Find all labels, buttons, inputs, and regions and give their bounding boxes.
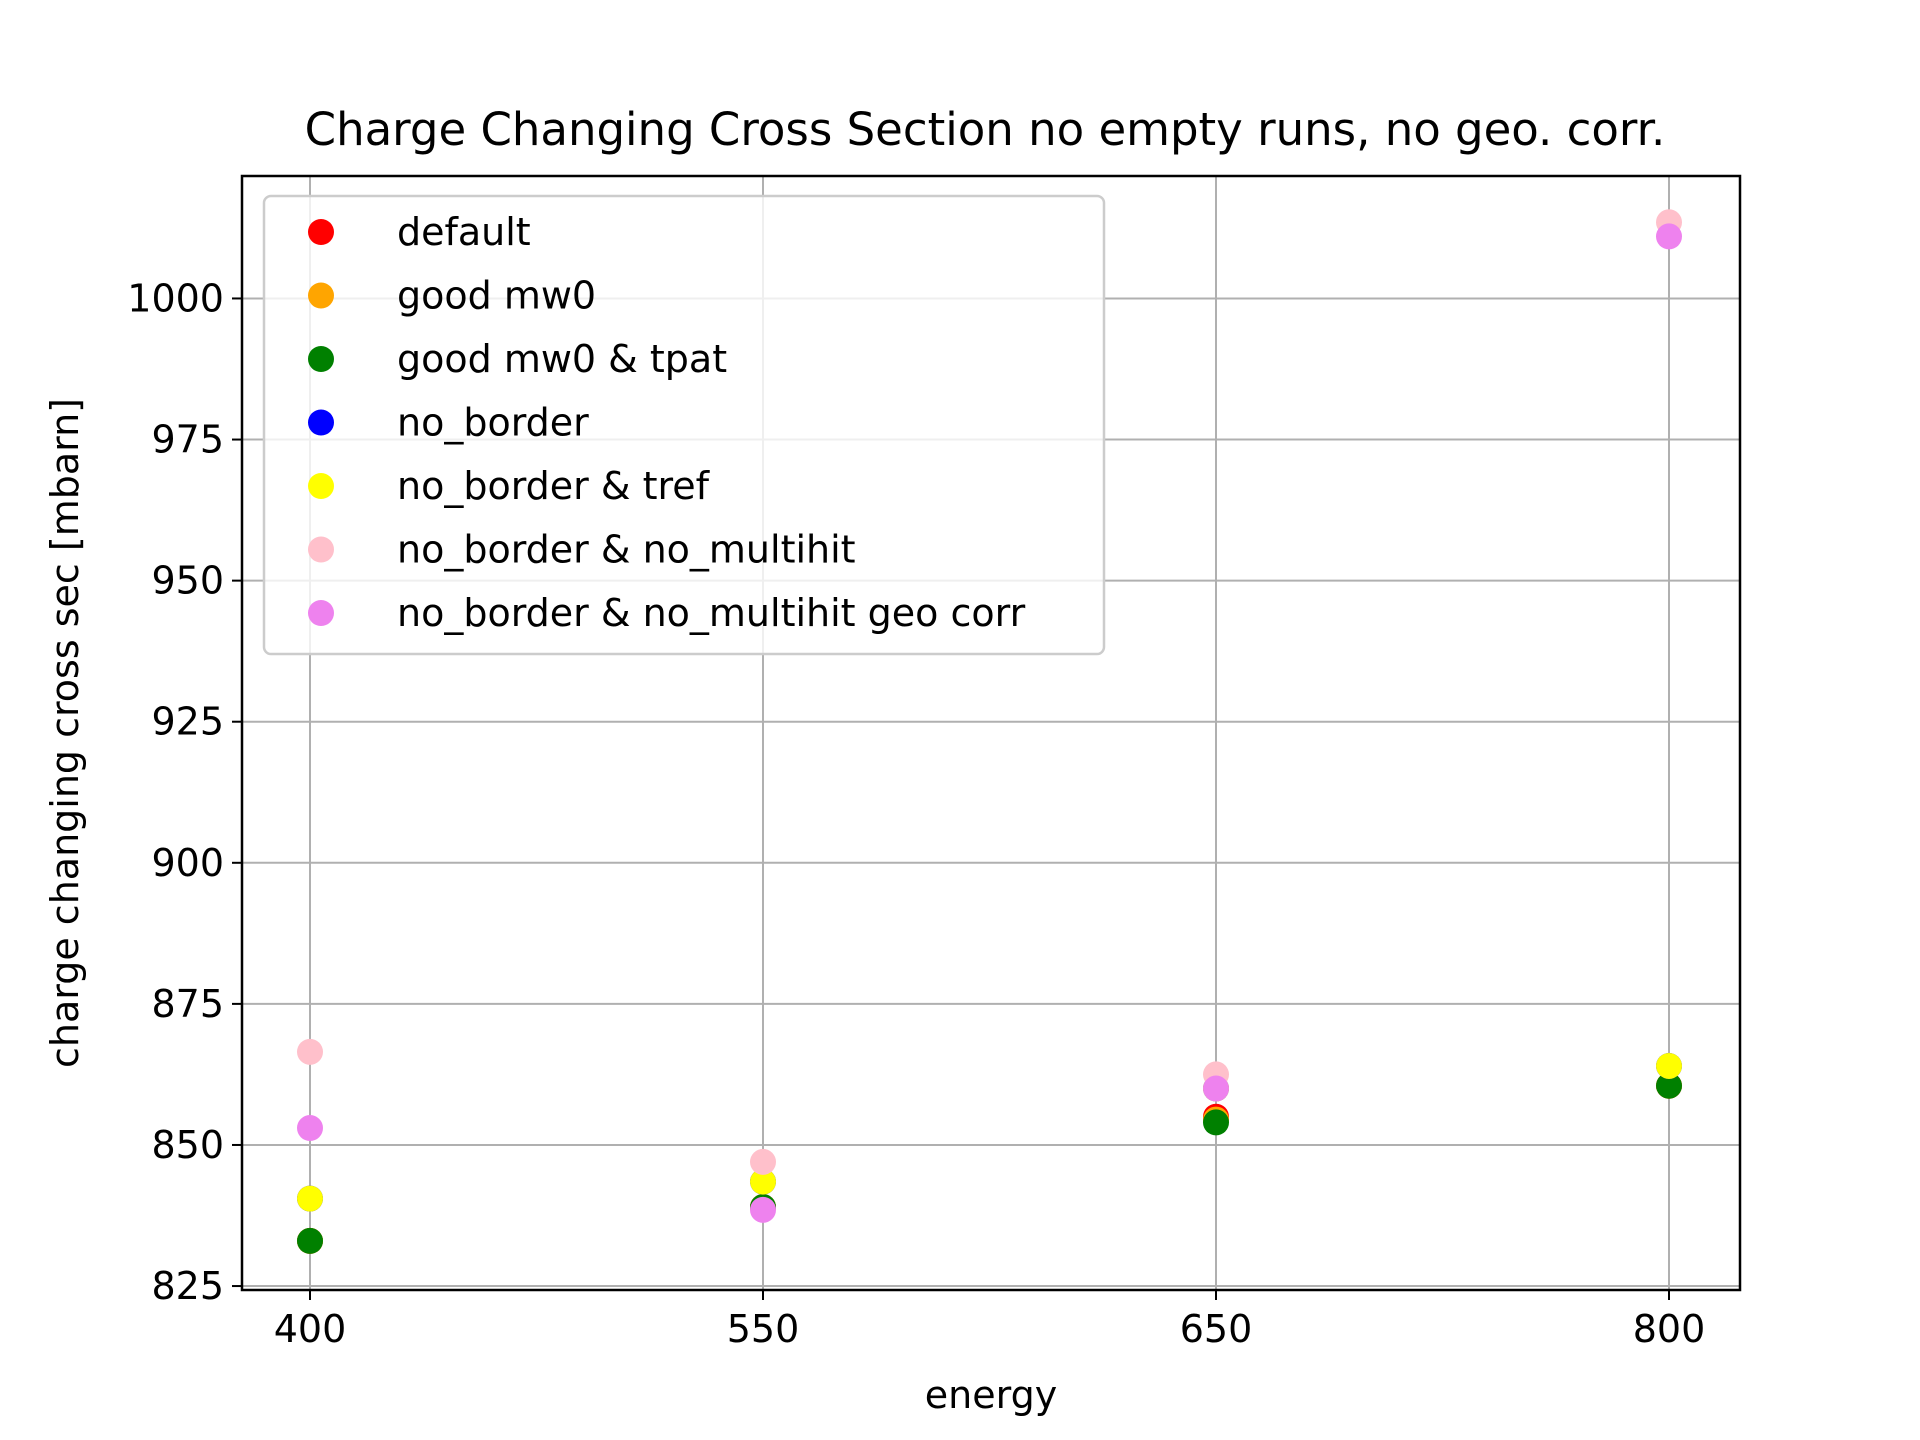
data-point [1656,223,1682,250]
legend-box [262,194,1106,656]
y-tick-label: 975 [151,418,224,462]
data-points [297,209,1682,1254]
plot-frame [240,174,1742,1292]
legend-label: no_border [397,401,589,445]
data-point [297,1115,323,1142]
legend-marker [308,600,334,626]
data-point [1656,1052,1682,1079]
y-tick-label: 875 [151,982,224,1026]
legend-label: default [397,210,531,254]
x-axis-label: energy [925,1373,1057,1417]
data-point [750,1168,776,1195]
chart-title: Charge Changing Cross Section no empty r… [305,103,1666,156]
legend-marker [308,282,334,309]
legend-marker [308,409,334,436]
x-tick-label: 800 [1633,1307,1706,1351]
x-tick-label: 400 [274,1307,347,1351]
legend-entries: default good mw0 good mw0 & tpat no_bordern… [308,210,1026,635]
legend-marker [308,473,334,499]
y-axis-label: charge changing cross sec [mbarn] [43,398,87,1068]
legend-marker [308,346,334,372]
y-tick-label: 1000 [127,276,224,320]
y-tick-label: 900 [151,841,224,885]
y-tick-label: 825 [151,1264,224,1308]
x-tick-label: 650 [1180,1307,1253,1351]
data-point [297,1185,323,1212]
data-point [1203,1075,1229,1102]
data-point [750,1148,776,1175]
data-point [1656,1072,1682,1099]
legend-label: good mw0 [397,274,596,318]
legend-label: good mw0 & tpat [397,337,727,381]
legend-label: no_border & no_multihit [397,528,856,572]
data-point [1203,1109,1229,1136]
y-tick-label: 950 [151,559,224,603]
legend-label: no_border & no_multihit geo corr [397,591,1026,635]
data-point [297,1227,323,1254]
legend-label: no_border & tref [397,464,711,508]
data-point [750,1196,776,1223]
legend: default good mw0 good mw0 & tpat no_bordern… [262,194,1106,656]
x-tick-label: 550 [727,1307,800,1351]
y-axis-ticks: 825 850 875 900 925 950 975 1000 [127,276,242,1308]
legend-marker [308,536,334,563]
x-axis-ticks: 400 550 650 800 [274,1290,1706,1351]
legend-marker [308,219,334,245]
data-point [297,1038,323,1065]
y-tick-label: 850 [151,1123,224,1167]
y-tick-label: 925 [151,700,224,744]
